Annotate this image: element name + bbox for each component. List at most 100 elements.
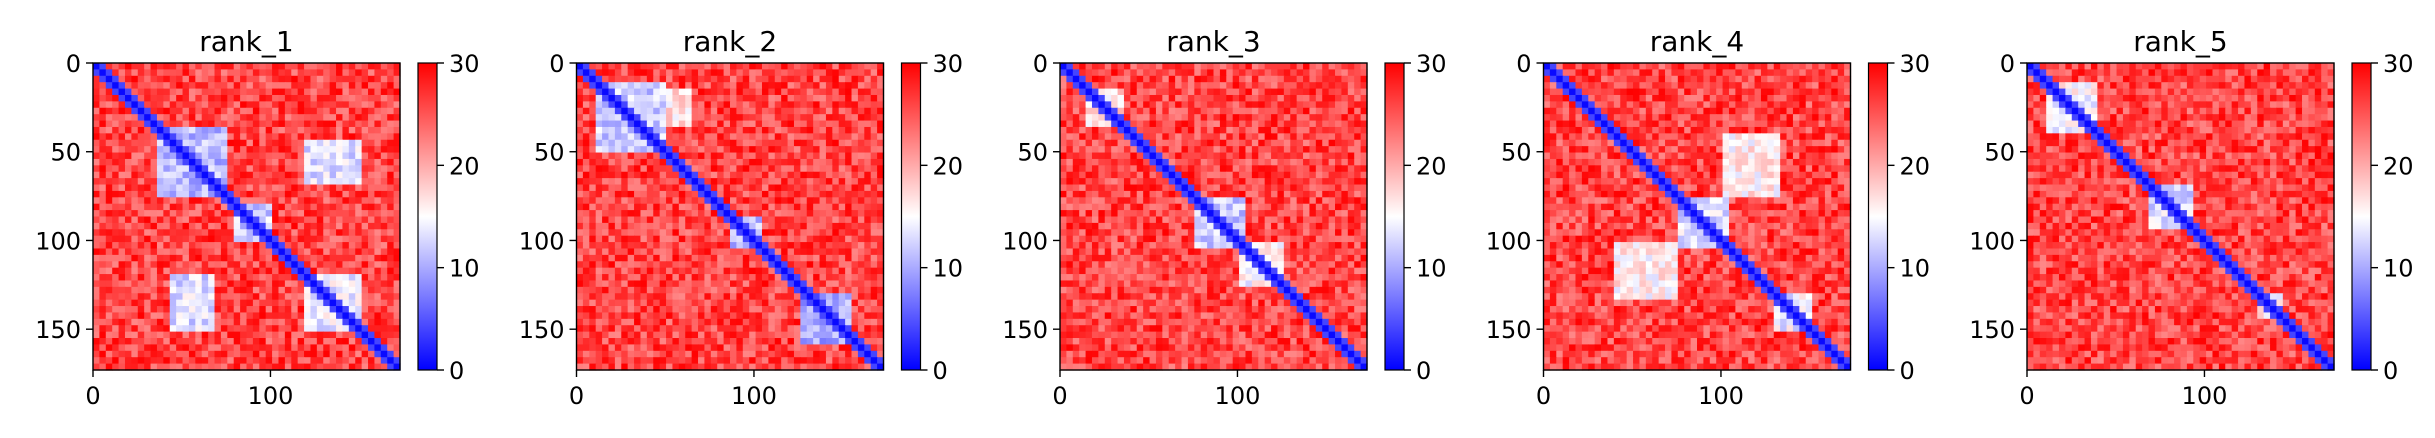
heatmap-cell xyxy=(749,242,757,250)
heatmap-cell xyxy=(755,126,763,134)
heatmap-cell xyxy=(857,82,865,90)
heatmap-cell xyxy=(877,235,885,243)
heatmap-cell xyxy=(582,267,590,275)
heatmap-cell xyxy=(342,306,350,314)
heatmap-cell xyxy=(233,299,241,307)
heatmap-cell xyxy=(813,165,821,173)
heatmap-cell xyxy=(374,197,382,205)
heatmap-cell xyxy=(832,63,840,70)
heatmap-cell xyxy=(653,120,661,128)
heatmap-cell xyxy=(819,171,827,179)
heatmap-cell xyxy=(208,120,216,128)
heatmap-cell xyxy=(749,126,757,134)
heatmap-cell xyxy=(310,267,318,275)
heatmap-cell xyxy=(589,242,597,250)
heatmap-cell xyxy=(137,210,145,218)
heatmap-cell xyxy=(278,338,286,346)
heatmap-cell xyxy=(653,312,661,320)
heatmap-cell xyxy=(156,299,164,307)
heatmap-cell xyxy=(380,158,388,166)
heatmap-cell xyxy=(704,344,712,352)
heatmap-cell xyxy=(749,280,757,288)
heatmap-cell xyxy=(723,344,731,352)
heatmap-cell xyxy=(99,235,107,243)
heatmap-cell xyxy=(621,261,629,269)
heatmap-cell xyxy=(813,261,821,269)
heatmap-cell xyxy=(1251,82,1259,90)
heatmap-cell xyxy=(793,242,801,250)
heatmap-cell xyxy=(704,325,712,333)
heatmap-cell xyxy=(710,254,718,262)
heatmap-cell xyxy=(857,293,865,301)
heatmap-cell xyxy=(380,107,388,115)
heatmap-cell xyxy=(608,280,616,288)
heatmap-cell xyxy=(393,325,401,333)
heatmap-cell xyxy=(787,152,795,160)
heatmap-cell xyxy=(602,331,610,339)
heatmap-cell xyxy=(272,306,280,314)
heatmap-cell xyxy=(634,280,642,288)
heatmap-cell xyxy=(877,190,885,198)
heatmap-cell xyxy=(857,184,865,192)
heatmap-cell xyxy=(806,133,814,141)
heatmap-cell xyxy=(361,274,369,282)
heatmap-cell xyxy=(666,274,674,282)
heatmap-cell xyxy=(246,222,254,230)
heatmap-cell xyxy=(717,248,725,256)
heatmap-cell xyxy=(666,75,674,83)
heatmap-cell xyxy=(614,101,622,109)
heatmap-cell xyxy=(169,184,177,192)
heatmap-cell xyxy=(329,152,337,160)
heatmap-cell xyxy=(182,363,190,371)
heatmap-cell xyxy=(819,63,827,70)
heatmap-cell xyxy=(825,235,833,243)
heatmap-cell xyxy=(678,331,686,339)
heatmap-cell xyxy=(246,171,254,179)
heatmap-cell xyxy=(272,357,280,365)
heatmap-cell xyxy=(1335,75,1343,83)
heatmap-cell xyxy=(672,139,680,147)
heatmap-cell xyxy=(691,69,699,77)
heatmap-cell xyxy=(781,306,789,314)
heatmap-cell xyxy=(118,184,126,192)
heatmap-cell xyxy=(870,114,878,122)
heatmap-cell xyxy=(723,293,731,301)
heatmap-cell xyxy=(1162,75,1170,83)
heatmap-cell xyxy=(608,94,616,102)
heatmap-cell xyxy=(259,178,267,186)
heatmap-cell xyxy=(368,254,376,262)
heatmap-cell xyxy=(813,229,821,237)
heatmap-cell xyxy=(265,82,273,90)
heatmap-cell xyxy=(291,331,299,339)
heatmap-cell xyxy=(704,222,712,230)
heatmap-cell xyxy=(342,120,350,128)
heatmap-cell xyxy=(144,114,152,122)
heatmap-cell xyxy=(291,216,299,224)
heatmap-cell xyxy=(627,299,635,307)
heatmap-cell xyxy=(768,280,776,288)
heatmap-cell xyxy=(602,274,610,282)
heatmap-cell xyxy=(806,331,814,339)
heatmap-cell xyxy=(691,190,699,198)
heatmap-cell xyxy=(768,274,776,282)
heatmap-cell xyxy=(156,158,164,166)
heatmap-cell xyxy=(787,107,795,115)
heatmap-cell xyxy=(678,203,686,211)
heatmap-cell xyxy=(348,114,356,122)
heatmap-cell xyxy=(870,293,878,301)
heatmap-cell xyxy=(246,350,254,358)
heatmap-cell xyxy=(653,350,661,358)
heatmap-cell xyxy=(877,274,885,282)
heatmap-cell xyxy=(666,133,674,141)
heatmap-cell xyxy=(723,75,731,83)
heatmap-cell xyxy=(361,190,369,198)
heatmap-cell xyxy=(614,94,622,102)
heatmap-cell xyxy=(698,331,706,339)
heatmap-cell xyxy=(387,133,395,141)
heatmap-cell xyxy=(806,63,814,70)
heatmap-cell xyxy=(877,344,885,352)
heatmap-cell xyxy=(621,107,629,115)
heatmap-cell xyxy=(316,107,324,115)
heatmap-cell xyxy=(602,235,610,243)
